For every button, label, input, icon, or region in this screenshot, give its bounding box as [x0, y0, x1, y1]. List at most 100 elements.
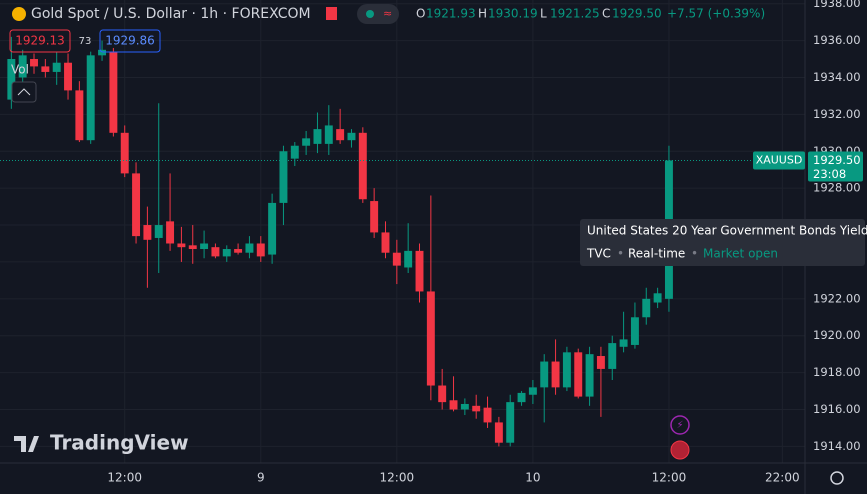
- ohlc-key: H: [478, 7, 487, 21]
- candle-body: [438, 385, 447, 403]
- candle-body: [200, 243, 209, 250]
- candle-body: [381, 232, 390, 253]
- last-price-tag: [808, 151, 863, 182]
- tooltip-feed: Real-time: [628, 247, 685, 261]
- candle-body: [506, 402, 515, 443]
- collapse-button[interactable]: [11, 81, 37, 103]
- symbol-tag: [753, 151, 805, 170]
- candle-body: [98, 49, 107, 56]
- candle-body: [358, 132, 367, 200]
- ohlc-key: O: [416, 7, 425, 21]
- x-tick-label: 12:00: [652, 471, 687, 485]
- x-tick-label: 12:00: [107, 471, 142, 485]
- candle-body: [64, 62, 72, 91]
- candle-body: [608, 343, 617, 369]
- candle-body: [324, 125, 333, 144]
- candle-body: [30, 59, 38, 67]
- candle-body: [279, 151, 288, 203]
- candle-body: [540, 361, 549, 388]
- event-icon[interactable]: [670, 415, 690, 435]
- symbol-title: Gold Spot / U.S. Dollar · 1h · FOREXCOM: [31, 6, 311, 22]
- candle-body: [120, 132, 129, 174]
- candle-body: [222, 249, 231, 257]
- candle-body: [7, 59, 16, 100]
- candle-body: [18, 55, 27, 78]
- x-tick-label: 12:00: [380, 471, 415, 485]
- ohlc-key: L: [540, 7, 547, 21]
- candle-body: [143, 225, 152, 240]
- candle-body: [234, 249, 243, 253]
- candle-body: [211, 247, 220, 257]
- candle-body: [426, 291, 435, 386]
- y-tick-label: 1936.00: [813, 33, 861, 47]
- candle-body: [483, 407, 492, 423]
- candle-body: [392, 252, 401, 266]
- ask-box[interactable]: [99, 29, 161, 53]
- candle-body: [460, 403, 469, 410]
- candle-body: [619, 339, 628, 347]
- candle-body: [370, 201, 379, 233]
- countdown: 23:08: [813, 167, 846, 181]
- candle-body: [336, 129, 345, 141]
- candle-body: [585, 354, 594, 397]
- logo-icon: [14, 436, 39, 452]
- candle-body: [347, 132, 356, 141]
- tooltip-status: Market open: [703, 247, 778, 261]
- candle-body: [41, 66, 50, 72]
- y-tick-label: 1914.00: [813, 439, 861, 453]
- tooltip-title: United States 20 Year Government Bonds Y…: [587, 224, 867, 238]
- y-tick-label: 1932.00: [813, 107, 861, 121]
- change: +7.57 (+0.39%): [667, 7, 765, 21]
- candle-body: [290, 145, 299, 159]
- x-tick-label: 9: [257, 471, 265, 485]
- spread: 73: [79, 36, 92, 47]
- status-icon: ≈: [383, 7, 392, 20]
- candle-body: [109, 51, 118, 133]
- y-tick-label: 1934.00: [813, 70, 861, 84]
- candle-body: [177, 243, 186, 248]
- ohlc-value: 1930.19: [488, 7, 538, 21]
- candle-body: [302, 138, 311, 146]
- ohlc-value: 1921.25: [550, 7, 600, 21]
- candle-body: [630, 317, 639, 345]
- last-price-label: 1929.50: [813, 153, 861, 167]
- candle-body: [86, 55, 95, 141]
- y-tick-label: 1916.00: [813, 402, 861, 416]
- settings-icon[interactable]: [830, 471, 844, 485]
- candle-body: [551, 361, 560, 388]
- tooltip-box: [580, 219, 865, 266]
- ask: 1929.86: [105, 34, 155, 48]
- candle-body: [517, 392, 526, 403]
- candle-body: [449, 400, 458, 410]
- country-icon[interactable]: [670, 440, 690, 460]
- candle-body: [188, 245, 197, 250]
- tooltip-dot: •: [691, 247, 698, 261]
- candle-body: [52, 62, 61, 72]
- x-tick-label: 10: [525, 471, 540, 485]
- candle-body: [132, 173, 141, 237]
- candle-body: [642, 298, 651, 318]
- candle-body: [166, 221, 175, 244]
- candle-body: [472, 405, 481, 412]
- candle-body: [596, 356, 605, 369]
- event-icon-glyph: ⚡: [676, 420, 683, 431]
- candle-body: [313, 129, 322, 144]
- candle-body: [245, 243, 254, 253]
- y-tick-label: 1922.00: [813, 291, 861, 305]
- candle-body: [75, 90, 84, 141]
- candle-body: [268, 202, 277, 255]
- status-dot: [366, 10, 374, 18]
- candle-body: [154, 225, 163, 238]
- ohlc-value: 1929.50: [612, 7, 662, 21]
- symbol-icon: [12, 7, 26, 21]
- bid-box[interactable]: [9, 29, 71, 53]
- candle-body: [256, 243, 265, 257]
- y-tick-label: 1938.00: [813, 0, 861, 10]
- y-tick-label: 1918.00: [813, 365, 861, 379]
- collapse-icon: [17, 88, 31, 96]
- status-pill[interactable]: [357, 4, 399, 24]
- volume-label: Vol: [11, 63, 29, 77]
- ohlc-key: C: [602, 7, 610, 21]
